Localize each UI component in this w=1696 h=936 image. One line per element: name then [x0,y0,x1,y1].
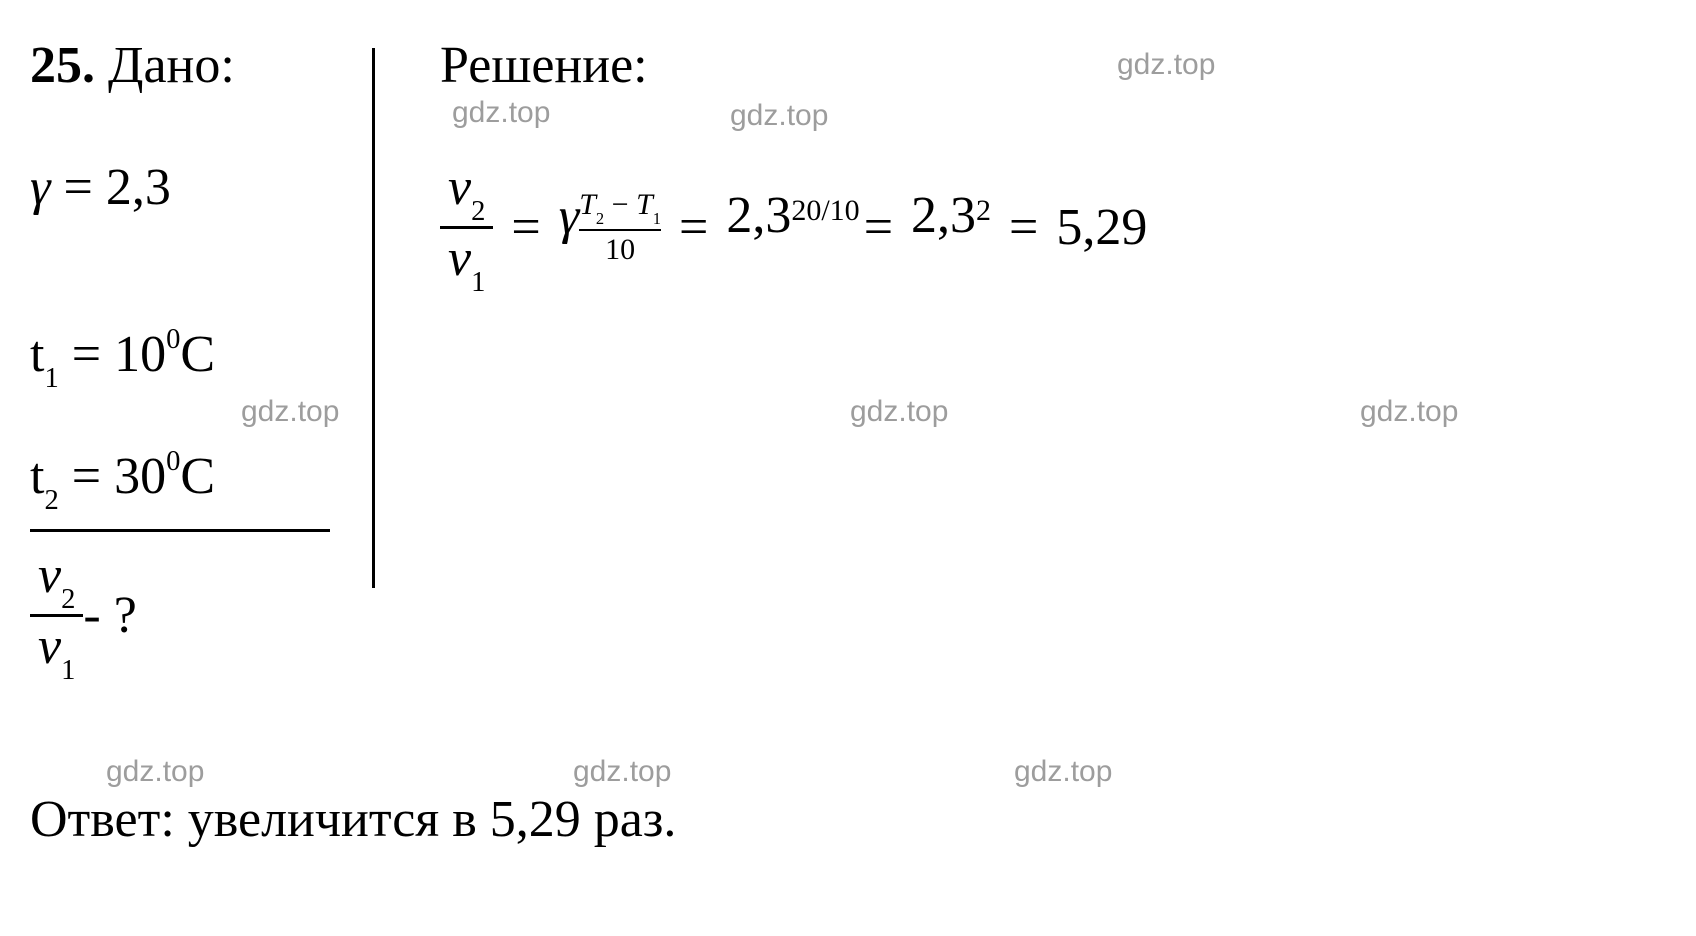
rhs2-power: 2,3 20/10 [726,190,859,264]
result-value: 5,29 [1056,198,1147,257]
watermark-text: gdz.top [106,755,204,789]
answer-text: увеличится в 5,29 раз. [188,791,677,848]
rhs3-power: 2,3 2 [911,190,991,264]
t1-symbol: t [30,326,44,383]
lhs-den-sub: 1 [471,267,485,298]
given-gamma: γ = 2,3 [30,162,400,214]
rhs2-exponent: 20/10 [791,190,859,226]
answer-line: Ответ: увеличится в 5,29 раз. [30,790,676,849]
find-fraction: v2 v1 [30,550,83,681]
rhs3-base: 2,3 [911,190,976,264]
lhs-v-den: v [448,230,471,287]
document-page: 25. Дано: γ = 2,3 t1 = 100C t2 = 300C [0,0,1696,936]
lhs-v-num: v [448,159,471,216]
find-numerator: v2 [30,550,83,614]
rhs1-exponent: T2 − T1 10 [579,190,661,265]
t2-subscript: 2 [44,485,58,516]
t1-value: 10 [114,326,166,383]
find-den-sub: 1 [61,655,75,686]
lhs-numerator: v2 [440,162,493,226]
equals-sign: = [72,448,114,505]
rhs1-T2: T [579,188,596,221]
t2-unit: C [180,448,215,505]
rhs1-base: γ [559,191,580,265]
given-label: Дано: [108,37,235,94]
gamma-symbol: γ [30,159,51,216]
lhs-fraction: v2 v1 [440,162,493,293]
watermark-text: gdz.top [1014,755,1112,789]
t2-value: 30 [114,448,166,505]
equals-sign: = [1009,198,1038,257]
t1-unit: C [180,326,215,383]
line-problem-given: 25. Дано: [30,40,400,92]
rhs2-base: 2,3 [726,190,791,264]
given-t1: t1 = 100C [30,329,400,389]
rhs1-exp-numerator: T2 − T1 [579,190,661,229]
problem-number: 25. [30,37,95,94]
equals-sign: = [72,326,114,383]
find-v-num: v [38,547,61,604]
rhs1-minus: − [612,188,629,221]
solution-label: Решение: [440,37,648,94]
rhs1-power: γ T2 − T1 10 [559,190,661,265]
equals-sign: = [511,198,540,257]
rhs1-sub2: 2 [596,209,604,228]
equals-sign: = [679,198,708,257]
equals-sign: = [64,159,106,216]
watermark-text: gdz.top [573,755,671,789]
rhs1-sub1: 1 [653,209,661,228]
t1-subscript: 1 [44,363,58,394]
lhs-denominator: v1 [440,229,493,293]
rhs1-exp-denominator: 10 [605,231,635,265]
given-column: 25. Дано: γ = 2,3 t1 = 100C t2 = 300C [30,40,400,681]
rhs1-T1: T [636,188,653,221]
lhs-num-sub: 2 [471,196,485,227]
gamma-value: 2,3 [106,159,171,216]
find-v-den: v [38,618,61,675]
answer-prefix: Ответ: [30,791,188,848]
t2-degree: 0 [166,446,180,477]
find-row: v2 v1 - ? [30,550,400,681]
t2-symbol: t [30,448,44,505]
solution-column: Решение: v2 v1 = γ [440,40,1676,293]
t1-degree: 0 [166,324,180,355]
given-t2: t2 = 300C [30,451,400,511]
solution-label-line: Решение: [440,40,1676,92]
find-denominator: v1 [30,617,83,681]
equals-sign: = [864,198,893,257]
top-row: 25. Дано: γ = 2,3 t1 = 100C t2 = 300C [30,40,1676,681]
find-question: - ? [83,586,136,645]
solution-equation: v2 v1 = γ T2 − [440,162,1676,293]
rhs1-exp-fraction: T2 − T1 10 [579,190,661,265]
given-separator [30,529,330,532]
rhs3-exponent: 2 [976,190,991,226]
find-num-sub: 2 [61,584,75,615]
